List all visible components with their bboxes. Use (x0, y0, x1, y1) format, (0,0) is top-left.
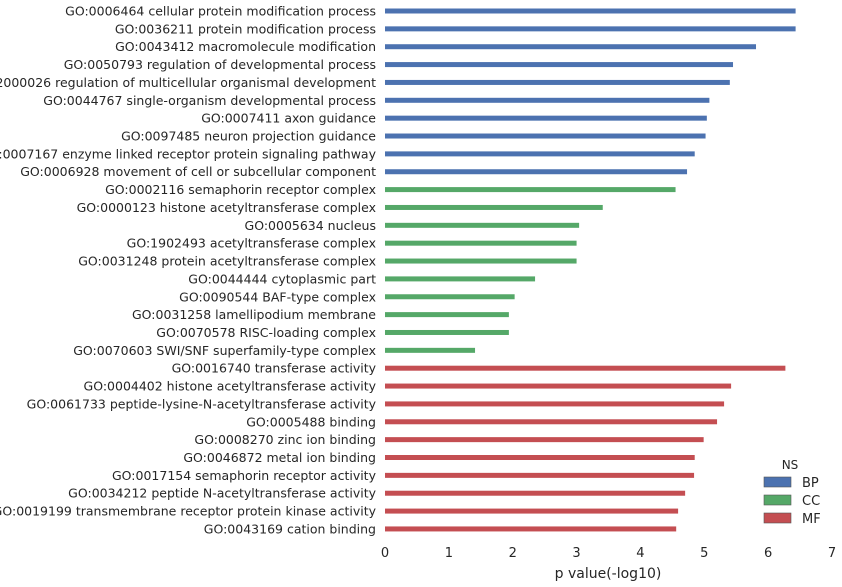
y-tick-label: GO:0070578 RISC-loading complex (156, 325, 376, 340)
y-tick-label: GO:0008270 zinc ion binding (194, 432, 376, 447)
legend-swatch-mf (763, 512, 792, 524)
bar-bp (385, 169, 688, 175)
legend-label-mf: MF (802, 512, 821, 527)
legend-title: NS (782, 458, 799, 472)
y-tick-label: GO:0034212 peptide N-acetyltransferase a… (68, 486, 376, 501)
bar-mf (385, 455, 695, 460)
y-tick-label: GO:0005488 binding (246, 414, 376, 429)
legend-label-cc: CC (802, 494, 820, 509)
y-tick-label: GO:0004402 histone acetyltransferase act… (84, 379, 377, 394)
y-tick-label: GO:0031258 lamellipodium membrane (132, 307, 376, 322)
x-axis-label: p value(-log10) (555, 566, 662, 582)
legend-entries: BP CC MF (763, 476, 821, 527)
bar-mf (385, 490, 686, 496)
legend-swatch-bp (763, 476, 792, 488)
y-tick-label: GO:0007411 axon guidance (201, 111, 376, 126)
bar-mf (385, 437, 704, 443)
y-tick-label: GO:0050793 regulation of developmental p… (64, 57, 376, 72)
bar-bp (385, 26, 796, 32)
y-tick-label: GO:0006928 movement of cell or subcellul… (20, 164, 376, 179)
bar-bp (385, 79, 730, 85)
legend: NS BP CC MF (763, 458, 821, 527)
bars-layer (385, 8, 796, 532)
bar-cc (385, 294, 515, 300)
bar-cc (385, 276, 536, 282)
x-tick-label: 1 (445, 546, 453, 561)
bar-bp (385, 133, 706, 139)
y-tick-label: GO:0006464 cellular protein modification… (65, 4, 376, 19)
y-tick-label: GO:0002116 semaphorin receptor complex (105, 182, 376, 197)
legend-swatch-cc (763, 494, 792, 506)
bar-mf (385, 419, 718, 425)
bar-mf (385, 401, 725, 407)
bar-cc (385, 258, 577, 264)
bar-cc (385, 187, 676, 193)
x-tick-label: 5 (700, 546, 708, 561)
bar-mf (385, 365, 786, 371)
bar-bp (385, 151, 695, 157)
y-tick-label: GO:0019199 transmembrane receptor protei… (0, 504, 377, 519)
legend-label-bp: BP (802, 476, 819, 491)
y-tick-label: GO:0043169 cation binding (204, 521, 376, 536)
bar-mf (385, 383, 732, 389)
bar-cc (385, 312, 509, 318)
x-tick-label: 0 (381, 546, 389, 561)
y-tick-label: GO:0097485 neuron projection guidance (121, 129, 376, 144)
y-tick-label: GO:2000026 regulation of multicellular o… (0, 75, 376, 90)
bar-bp (385, 115, 707, 121)
bar-bp (385, 62, 734, 68)
bar-mf (385, 508, 679, 514)
y-tick-label: GO:0070603 SWI/SNF superfamily-type comp… (73, 343, 376, 358)
x-tick-label: 2 (509, 546, 517, 561)
y-tick-label: GO:0090544 BAF-type complex (179, 289, 376, 304)
bar-cc (385, 240, 577, 246)
y-tick-label: GO:0043412 macromolecule modification (115, 39, 376, 54)
y-tick-label: GO:0007167 enzyme linked receptor protei… (0, 146, 377, 161)
x-tick-labels: 0 1 2 3 4 5 6 7 (381, 546, 836, 561)
y-tick-label: GO:0017154 semaphorin receptor activity (112, 468, 377, 483)
x-tick-label: 6 (764, 546, 772, 561)
bar-mf (385, 526, 677, 532)
x-tick-label: 3 (572, 546, 580, 561)
y-tick-label: GO:0061733 peptide-lysine-N-acetyltransf… (27, 396, 377, 411)
bar-mf (385, 472, 695, 478)
bar-bp (385, 97, 710, 103)
bar-cc (385, 222, 580, 228)
bar-cc (385, 329, 509, 335)
y-tick-label: GO:0046872 metal ion binding (183, 450, 376, 465)
bar-cc (385, 204, 603, 210)
y-tick-label: GO:0016740 transferase activity (172, 361, 377, 376)
y-tick-label: GO:0005634 nucleus (245, 218, 376, 233)
y-tick-label: GO:1902493 acetyltransferase complex (127, 236, 376, 251)
x-tick-label: 4 (636, 546, 644, 561)
bar-bp (385, 44, 757, 50)
bar-bp (385, 8, 796, 14)
y-tick-labels: GO:0006464 cellular protein modification… (0, 4, 377, 537)
x-tick-label: 7 (828, 546, 836, 561)
y-tick-label: GO:0036211 protein modification process (115, 21, 376, 36)
y-tick-label: GO:0044444 cytoplasmic part (188, 271, 376, 286)
bar-cc (385, 347, 476, 353)
y-tick-label: GO:0044767 single-organism developmental… (43, 93, 376, 108)
y-tick-label: GO:0000123 histone acetyltransferase com… (77, 200, 376, 215)
y-tick-label: GO:0031248 protein acetyltransferase com… (78, 254, 376, 269)
